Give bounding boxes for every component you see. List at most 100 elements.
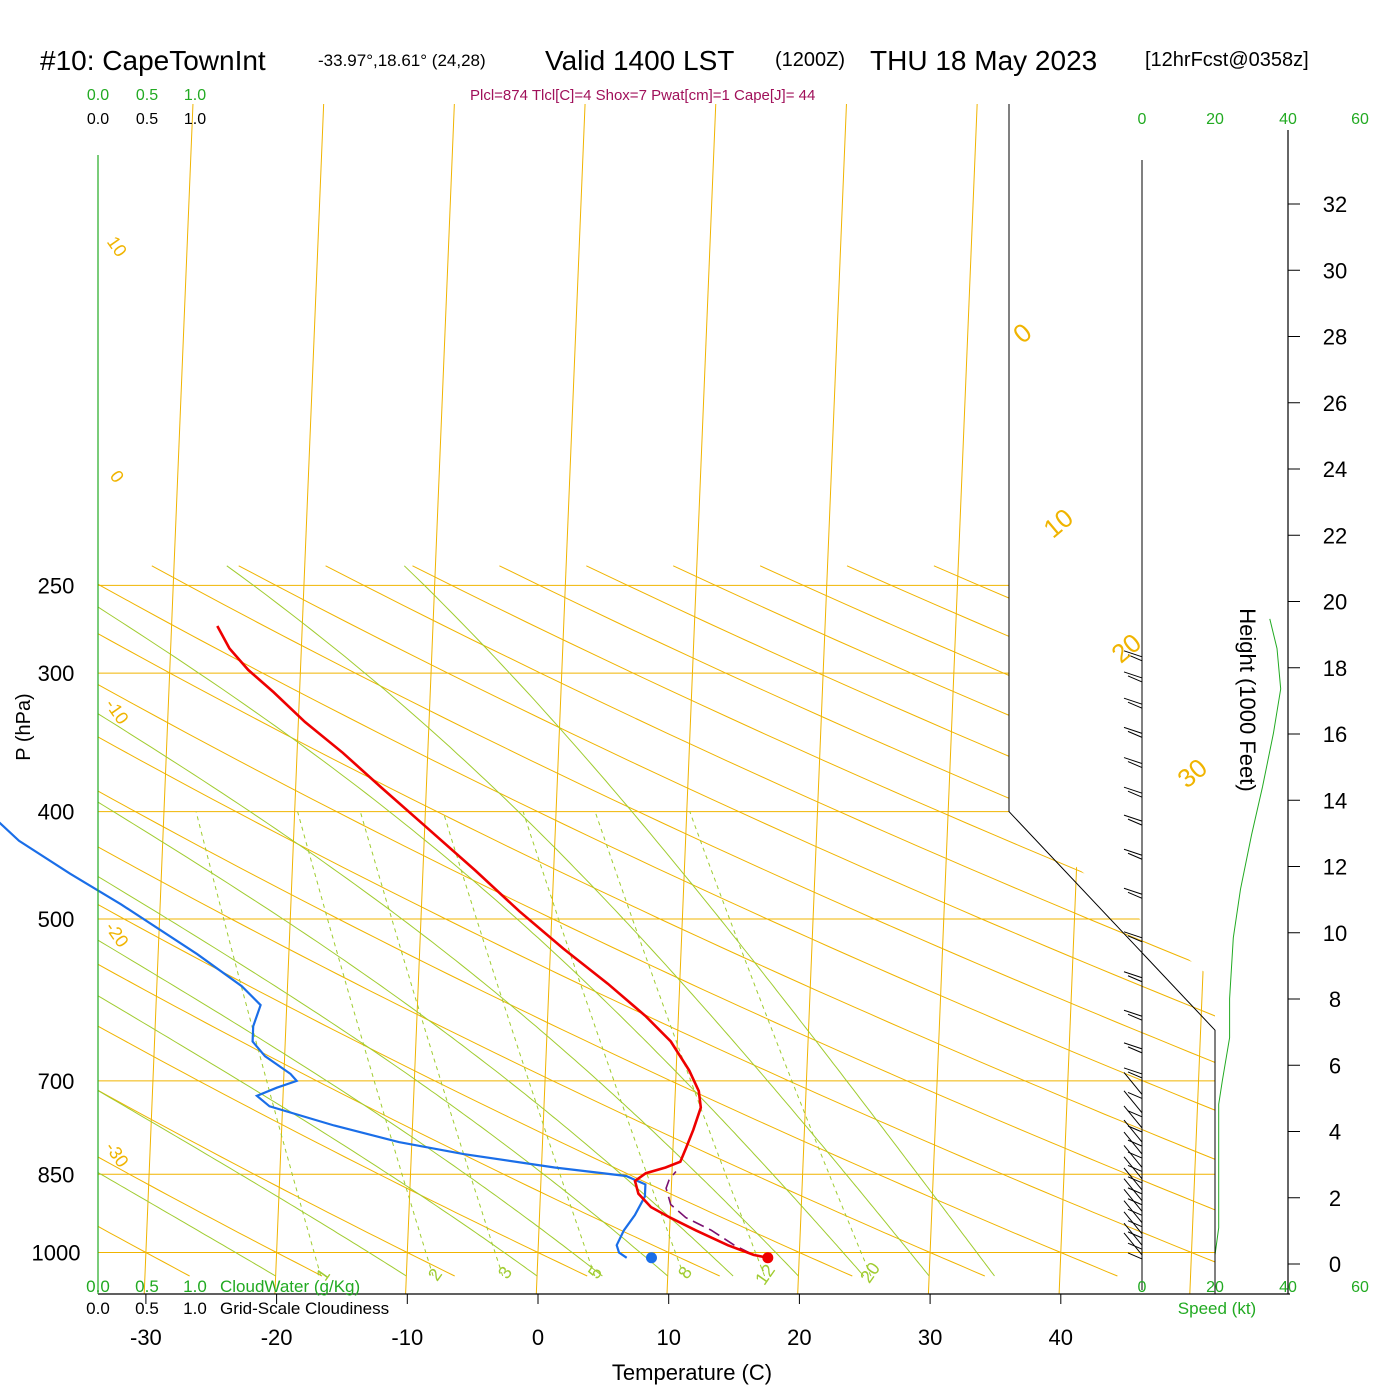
mixing-ratio-line <box>442 811 596 1277</box>
wind-barb <box>1127 1139 1143 1147</box>
pressure-label: 1000 <box>32 1241 81 1266</box>
isotherm-20 <box>797 104 847 1294</box>
utc-time: (1200Z) <box>775 49 845 71</box>
wind-barb <box>1123 1067 1143 1075</box>
pressure-label: 300 <box>38 661 75 686</box>
moist-adiabat <box>98 565 407 1277</box>
isotherm-label: -30 <box>101 1138 132 1171</box>
wind-barb <box>1127 935 1143 943</box>
mixing-ratio-label: 8 <box>674 1263 696 1283</box>
wind-barb <box>1127 1208 1143 1216</box>
wind-barb <box>1123 931 1143 939</box>
height-axis-title: Height (1000 Feet) <box>1235 608 1260 791</box>
y-axis-title: P (hPa) <box>13 693 35 760</box>
wind-barb <box>1123 1189 1143 1212</box>
mixing-ratio-line <box>359 811 504 1277</box>
wind-barb <box>1123 1072 1143 1095</box>
wind-barbs <box>1123 160 1143 1290</box>
isotherm-0 <box>535 104 586 1294</box>
mixing-ratio-line <box>689 811 872 1277</box>
mixing-ratio-label: 20 <box>856 1259 884 1287</box>
wind-barb <box>1127 701 1143 709</box>
valid-date: THU 18 May 2023 <box>870 45 1097 76</box>
wind-barb <box>1123 1119 1143 1143</box>
pressure-label: 400 <box>38 800 75 825</box>
bottom-black-label: 0.5 <box>135 1299 159 1318</box>
wind-barb <box>1127 1231 1143 1239</box>
height-tick-label: 8 <box>1329 987 1341 1012</box>
isotherm-40 <box>1058 104 1109 1294</box>
speed-top-label: 60 <box>1351 111 1369 128</box>
wind-barb <box>1123 1131 1143 1155</box>
dry-adiabat <box>98 565 1215 1277</box>
speed-bottom-label: 20 <box>1206 1279 1224 1296</box>
moist-adiabat <box>98 565 799 1277</box>
speed-top-label: 20 <box>1206 111 1224 128</box>
height-tick-label: 14 <box>1323 788 1347 813</box>
dry-adiabat <box>98 565 1215 1277</box>
dry-adiabat <box>151 565 1215 1277</box>
adiabat-label: 20 <box>1105 627 1146 669</box>
mixing-ratio-line <box>297 811 434 1277</box>
x-tick-label: -10 <box>391 1325 423 1350</box>
wind-barb <box>1127 730 1143 738</box>
dry-adiabat <box>98 565 1215 1277</box>
wind-barb <box>1123 1156 1143 1180</box>
speed-bottom-label: 40 <box>1279 1279 1297 1296</box>
wind-barb <box>1123 848 1143 856</box>
dry-adiabat <box>98 565 588 1277</box>
x-tick-label: 10 <box>656 1325 680 1350</box>
sounding-indices: Plcl=874 Tlcl[C]=4 Shox=7 Pwat[cm]=1 Cap… <box>470 87 815 104</box>
wind-barb <box>1123 726 1143 734</box>
valid-time: Valid 1400 LST <box>545 45 734 76</box>
dry-adiabat <box>499 565 1215 1277</box>
moist-adiabat <box>226 565 930 1277</box>
forecast-info: [12hrFcst@0358z] <box>1145 49 1309 71</box>
wind-barb <box>1127 1187 1143 1195</box>
speed-profile-line <box>1214 618 1282 1255</box>
pressure-label: 500 <box>38 907 75 932</box>
wind-barb <box>1123 971 1143 979</box>
height-tick-label: 12 <box>1323 855 1347 880</box>
surface-temperature-marker <box>762 1252 774 1264</box>
dry-adiabat <box>98 565 985 1277</box>
speed-bottom-label: 60 <box>1351 1279 1369 1296</box>
wind-barb <box>1123 1178 1143 1202</box>
isotherm-label: 0 <box>106 467 128 487</box>
height-tick-label: 2 <box>1329 1186 1341 1211</box>
isotherm-50 <box>1189 104 1215 1294</box>
height-tick-label: 26 <box>1323 391 1347 416</box>
height-tick-label: 28 <box>1323 325 1347 350</box>
wind-barb <box>1123 814 1143 822</box>
mixing-ratio-label: 5 <box>584 1263 606 1283</box>
height-tick-label: 30 <box>1323 258 1347 283</box>
isotherm-label: 10 <box>103 233 131 261</box>
mixing-ratio-line <box>195 811 322 1277</box>
right-frame <box>1008 104 1216 1294</box>
top-green-scale: 1.0 <box>184 87 206 104</box>
top-green-scale: 0.5 <box>136 87 158 104</box>
sounding-profiles <box>0 618 1282 1264</box>
wind-barb <box>1123 1145 1143 1168</box>
adiabat-label: 10 <box>1037 502 1078 544</box>
adiabat-label: 30 <box>1171 752 1212 794</box>
mixing-ratio-label: 12 <box>751 1261 779 1289</box>
surface-dewpoint-marker <box>645 1252 657 1264</box>
moist-adiabat <box>98 565 603 1277</box>
height-tick-label: 10 <box>1323 921 1347 946</box>
speed-top-label: 40 <box>1279 111 1297 128</box>
mixing-ratio-label: 2 <box>424 1265 446 1285</box>
speed-bottom-label: 0 <box>1138 1279 1147 1296</box>
speed-axis-title: Speed (kt) <box>1178 1299 1256 1318</box>
dry-adiabat <box>98 565 455 1277</box>
wind-barb <box>1127 1164 1143 1172</box>
dry-adiabat <box>759 565 1215 1277</box>
wind-barb <box>1123 1009 1143 1017</box>
x-tick-label: -20 <box>261 1325 293 1350</box>
top-green-scale: 0.0 <box>87 87 109 104</box>
x-tick-label: 0 <box>532 1325 544 1350</box>
wind-barb <box>1127 761 1143 769</box>
wind-barb <box>1127 818 1143 826</box>
